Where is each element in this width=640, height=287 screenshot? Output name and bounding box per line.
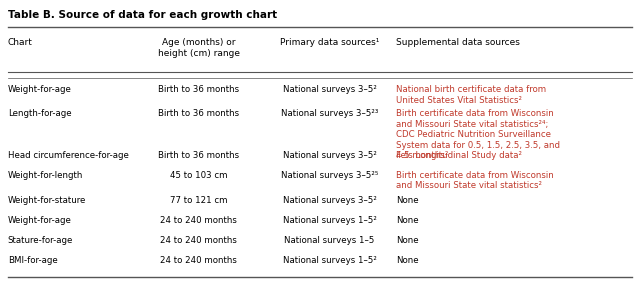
- Text: Birth certificate data from Wisconsin
and Missouri State vital statistics²: Birth certificate data from Wisconsin an…: [396, 170, 554, 190]
- Text: Birth certificate data from Wisconsin
and Missouri State vital statistics²⁴;
CDC: Birth certificate data from Wisconsin an…: [396, 109, 561, 160]
- Text: Weight-for-stature: Weight-for-stature: [8, 196, 86, 205]
- Text: National surveys 3–5²: National surveys 3–5²: [283, 196, 376, 205]
- Text: Fels Longitudinal Study data²: Fels Longitudinal Study data²: [396, 151, 522, 160]
- Text: National surveys 1–5²: National surveys 1–5²: [283, 256, 376, 265]
- Text: Head circumference-for-age: Head circumference-for-age: [8, 151, 129, 160]
- Text: Birth to 36 months: Birth to 36 months: [158, 151, 239, 160]
- Text: Age (months) or
height (cm) range: Age (months) or height (cm) range: [158, 38, 240, 58]
- Text: Supplemental data sources: Supplemental data sources: [396, 38, 520, 47]
- Text: National surveys 1–5: National surveys 1–5: [284, 236, 375, 245]
- Text: National surveys 3–5²: National surveys 3–5²: [283, 151, 376, 160]
- Text: Length-for-age: Length-for-age: [8, 109, 72, 119]
- Text: None: None: [396, 216, 419, 225]
- Text: None: None: [396, 236, 419, 245]
- Text: 24 to 240 months: 24 to 240 months: [161, 236, 237, 245]
- Text: 45 to 103 cm: 45 to 103 cm: [170, 170, 228, 179]
- Text: None: None: [396, 256, 419, 265]
- Text: BMI-for-age: BMI-for-age: [8, 256, 58, 265]
- Text: Birth to 36 months: Birth to 36 months: [158, 109, 239, 119]
- Text: 24 to 240 months: 24 to 240 months: [161, 256, 237, 265]
- Text: Stature-for-age: Stature-for-age: [8, 236, 73, 245]
- Text: 24 to 240 months: 24 to 240 months: [161, 216, 237, 225]
- Text: Table B. Source of data for each growth chart: Table B. Source of data for each growth …: [8, 10, 277, 20]
- Text: Birth to 36 months: Birth to 36 months: [158, 85, 239, 94]
- Text: National surveys 3–5²: National surveys 3–5²: [283, 85, 376, 94]
- Text: None: None: [396, 196, 419, 205]
- Text: National surveys 1–5²: National surveys 1–5²: [283, 216, 376, 225]
- Text: Primary data sources¹: Primary data sources¹: [280, 38, 380, 47]
- Text: 77 to 121 cm: 77 to 121 cm: [170, 196, 228, 205]
- Text: Weight-for-age: Weight-for-age: [8, 85, 72, 94]
- Text: National birth certificate data from
United States Vital Statistics²: National birth certificate data from Uni…: [396, 85, 547, 105]
- Text: Weight-for-age: Weight-for-age: [8, 216, 72, 225]
- Text: Chart: Chart: [8, 38, 33, 47]
- Text: Weight-for-length: Weight-for-length: [8, 170, 83, 179]
- Text: National surveys 3–5²³: National surveys 3–5²³: [281, 109, 378, 119]
- Text: National surveys 3–5²⁵: National surveys 3–5²⁵: [281, 170, 378, 179]
